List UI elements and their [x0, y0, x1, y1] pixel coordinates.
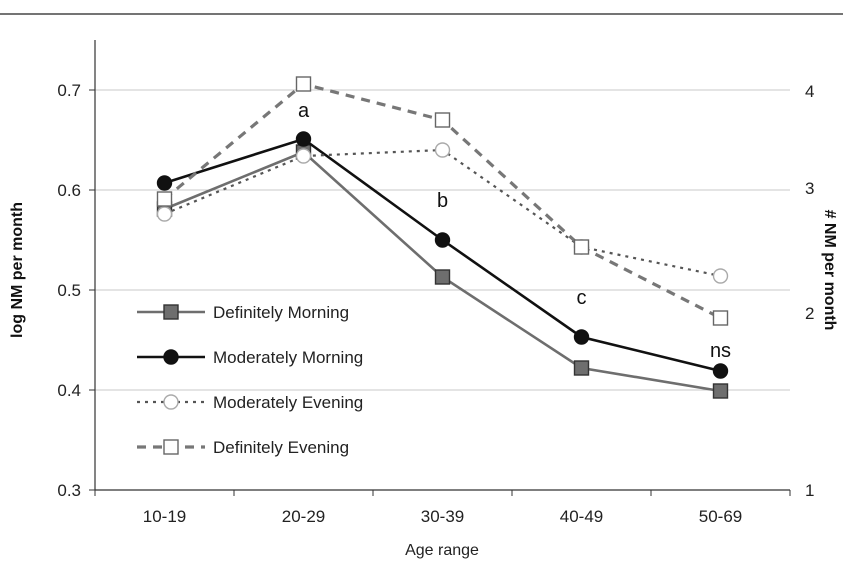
legend-label: Definitely Evening [213, 438, 349, 457]
annotation-label: a [298, 100, 310, 122]
data-point [295, 131, 312, 147]
legend-marker [163, 304, 179, 320]
data-point [573, 239, 590, 255]
y-tick-label: 0.3 [57, 481, 81, 500]
data-point [712, 310, 729, 326]
legend-item: Moderately Morning [137, 348, 363, 367]
data-point [712, 383, 729, 399]
data-point [573, 329, 590, 345]
series-line [164, 148, 721, 278]
y-tick-label: 0.5 [57, 281, 81, 300]
y2-axis-title: # NM per month [821, 210, 838, 331]
series-moderately-evening [156, 142, 729, 284]
legend-item: Definitely Morning [137, 303, 349, 322]
data-point [156, 206, 173, 222]
data-point [712, 268, 729, 284]
legend: Definitely Morning Moderately Morning Mode… [137, 303, 363, 457]
data-point [434, 112, 451, 128]
legend-marker [163, 394, 179, 410]
x-tick-label: 20-29 [282, 507, 325, 526]
data-point [434, 142, 451, 158]
y-axis-ticks: 0.3 0.4 0.5 0.6 0.7 [57, 81, 95, 500]
significance-annotations: a b c ns [298, 100, 731, 362]
x-axis-ticks: 10-19 20-29 30-39 40-49 50-69 [94, 490, 791, 526]
legend-label: Moderately Morning [213, 348, 363, 367]
y2-tick-label: 4 [805, 82, 814, 101]
y2-tick-label: 3 [805, 179, 814, 198]
y-tick-label: 0.4 [57, 381, 81, 400]
data-point [295, 76, 312, 92]
y2-axis-ticks: 1 2 3 4 [805, 82, 814, 500]
data-point [156, 175, 173, 191]
x-tick-label: 50-69 [699, 507, 742, 526]
x-tick-label: 40-49 [560, 507, 603, 526]
legend-label: Moderately Evening [213, 393, 363, 412]
series-definitely-evening [156, 76, 729, 326]
data-point [712, 363, 729, 379]
x-axis-title: Age range [405, 542, 479, 559]
y2-tick-label: 1 [805, 481, 814, 500]
annotation-label: c [577, 287, 587, 309]
data-point [434, 269, 451, 285]
data-point [434, 232, 451, 248]
series-group [156, 76, 729, 399]
y2-tick-label: 2 [805, 304, 814, 323]
series-moderately-morning [156, 131, 729, 379]
y-tick-label: 0.6 [57, 181, 81, 200]
data-point [573, 360, 590, 376]
x-tick-label: 30-39 [421, 507, 464, 526]
data-point [295, 148, 312, 164]
x-tick-label: 10-19 [143, 507, 186, 526]
y-tick-label: 0.7 [57, 81, 81, 100]
legend-item: Moderately Evening [137, 393, 363, 412]
annotation-label: b [437, 190, 448, 212]
axes [94, 40, 790, 491]
legend-label: Definitely Morning [213, 303, 349, 322]
y-axis-title: log NM per month [9, 202, 26, 338]
legend-marker [163, 349, 179, 365]
legend-marker [163, 439, 179, 455]
annotation-label: ns [710, 340, 731, 362]
legend-item: Definitely Evening [137, 438, 349, 457]
data-point [156, 191, 173, 207]
